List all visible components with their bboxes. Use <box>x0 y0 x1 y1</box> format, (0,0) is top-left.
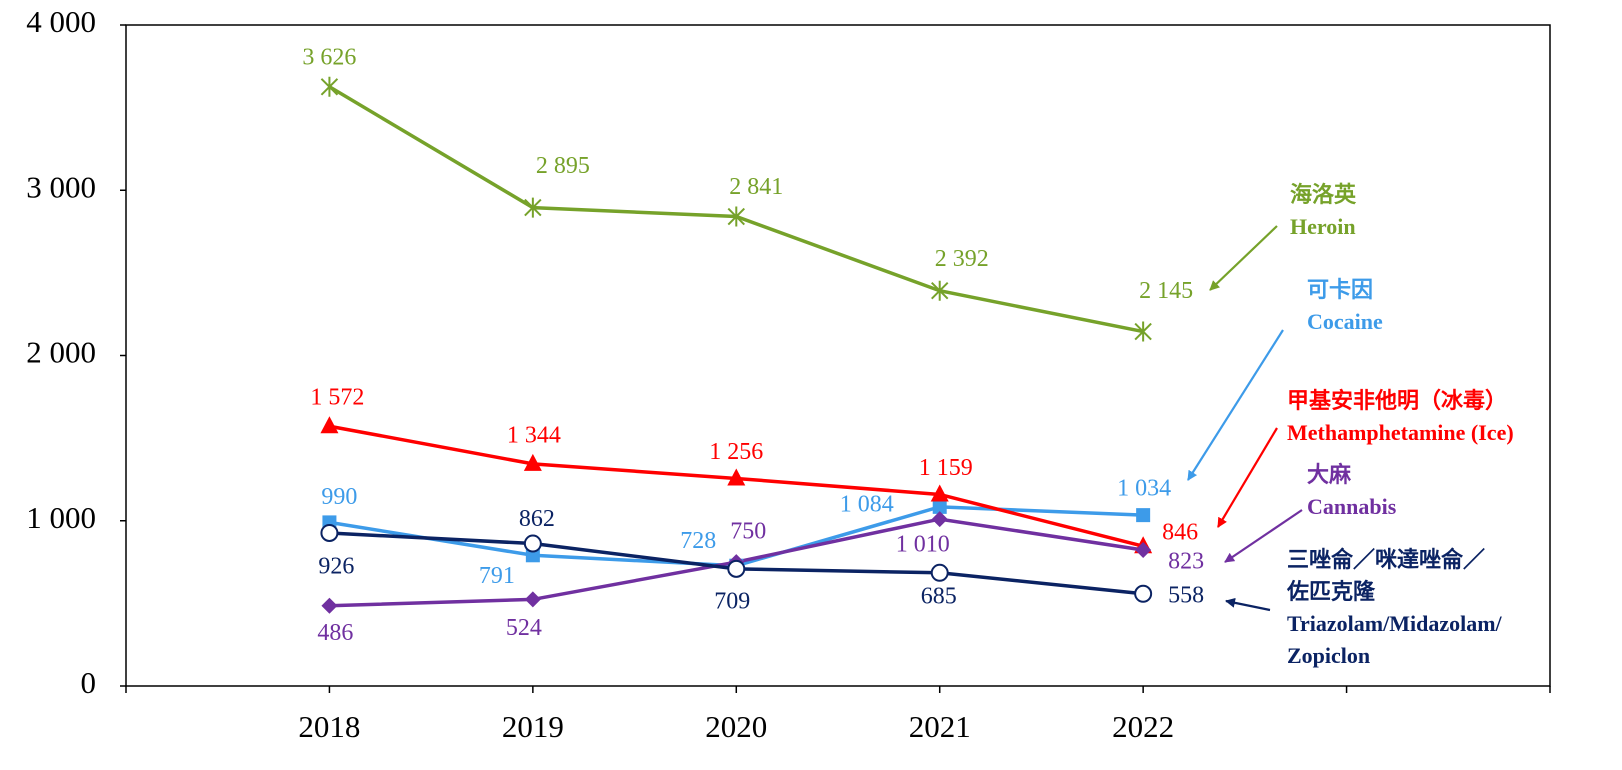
data-label: 990 <box>321 484 357 510</box>
data-label: 1 010 <box>896 532 950 558</box>
x-tick-label: 2019 <box>502 709 564 744</box>
legend-label: Heroin <box>1290 214 1356 239</box>
legend-label: 甲基安非他明（冰毒） <box>1287 388 1507 413</box>
marker <box>321 597 338 614</box>
legend-arrow <box>1209 225 1278 291</box>
data-label: 709 <box>714 588 750 614</box>
legend-arrow <box>1225 597 1271 612</box>
data-label: 486 <box>317 620 353 646</box>
marker <box>930 563 949 582</box>
x-tick-label: 2020 <box>705 709 767 744</box>
y-tick-label: 2 000 <box>26 335 96 370</box>
data-label: 926 <box>318 553 354 579</box>
data-label: 846 <box>1162 520 1198 546</box>
legend-arrow <box>1224 509 1303 563</box>
legend-label: Triazolam/Midazolam/Zopiclon <box>1287 611 1503 668</box>
marker <box>930 484 949 502</box>
data-label: 524 <box>506 615 542 641</box>
marker <box>1134 584 1153 603</box>
data-label: 1 159 <box>919 455 973 481</box>
data-label: 1 572 <box>310 385 364 411</box>
data-label: 2 392 <box>935 246 989 272</box>
marker <box>1135 541 1152 558</box>
legend-label: Methamphetamine (Ice) <box>1287 420 1514 445</box>
marker <box>320 416 339 434</box>
marker <box>320 76 339 97</box>
y-tick-label: 4 000 <box>26 4 96 39</box>
marker <box>524 591 541 608</box>
legend-label: Cocaine <box>1307 309 1383 334</box>
x-tick-label: 2022 <box>1112 709 1174 744</box>
data-label: 685 <box>921 583 957 609</box>
data-label: 823 <box>1168 548 1204 574</box>
marker <box>320 523 339 542</box>
legend-label: 海洛英 <box>1290 182 1357 207</box>
data-label: 3 626 <box>302 44 356 70</box>
y-tick-label: 0 <box>81 665 97 700</box>
marker <box>524 197 542 218</box>
data-label: 1 344 <box>507 422 561 448</box>
y-tick-label: 1 000 <box>26 500 96 535</box>
marker <box>727 559 746 578</box>
marker <box>727 206 745 227</box>
x-tick-label: 2021 <box>909 709 971 744</box>
marker <box>523 453 542 471</box>
marker <box>931 511 948 528</box>
data-label: 2 145 <box>1139 278 1193 304</box>
data-label: 791 <box>479 563 515 589</box>
data-label: 1 034 <box>1117 476 1171 502</box>
legend-label: 三唑侖／咪達唑侖／佐匹克隆 <box>1286 547 1485 604</box>
marker <box>1134 321 1152 342</box>
marker <box>1136 508 1151 523</box>
marker <box>931 280 949 301</box>
y-tick-label: 3 000 <box>26 169 96 204</box>
legend-arrow <box>1217 427 1278 528</box>
data-label: 558 <box>1168 582 1204 608</box>
marker <box>523 534 542 553</box>
data-label: 1 256 <box>709 439 763 465</box>
legend-arrow <box>1187 329 1284 481</box>
data-label: 1 084 <box>840 491 894 517</box>
marker <box>932 499 947 514</box>
legend-label: 可卡因 <box>1307 277 1373 302</box>
data-label: 2 841 <box>729 174 783 200</box>
data-label: 750 <box>730 519 766 545</box>
data-label: 862 <box>519 506 555 532</box>
legend-label: 大麻 <box>1307 462 1352 487</box>
marker <box>727 468 746 486</box>
x-tick-label: 2018 <box>298 709 360 744</box>
data-label: 2 895 <box>536 153 590 179</box>
data-label: 728 <box>680 528 716 554</box>
legend-label: Cannabis <box>1307 494 1397 519</box>
